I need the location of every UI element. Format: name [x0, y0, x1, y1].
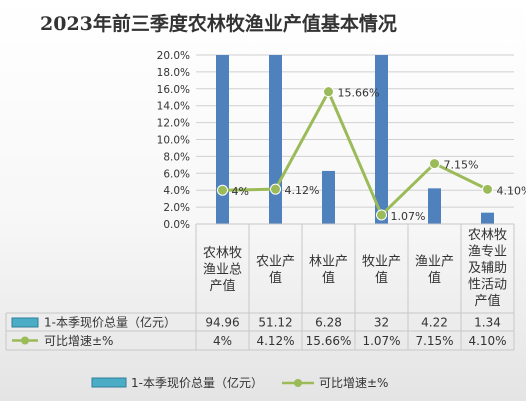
table-cell: 1.07% — [362, 334, 400, 348]
y-tick-label: 14.0% — [157, 101, 190, 113]
growth-line — [222, 90, 489, 217]
table-cell: 15.66% — [306, 334, 352, 348]
y-tick-label: 8.0% — [163, 151, 190, 163]
x-tick-label: 值 — [428, 270, 441, 286]
x-tick-label: 农业产 — [256, 254, 295, 269]
table-cell: 1.34 — [474, 316, 501, 330]
y-tick-label: 20.0% — [157, 50, 190, 62]
x-tick-label: 产值 — [209, 278, 235, 294]
line-point — [270, 183, 281, 195]
table-cell: 4% — [213, 334, 232, 348]
line-point — [429, 158, 440, 170]
y-tick-label: 2.0% — [163, 202, 190, 214]
data-label: 1.07% — [391, 210, 426, 223]
bar — [216, 55, 229, 224]
x-tick-label: 林业产 — [309, 254, 348, 269]
table-cell: 94.96 — [205, 316, 239, 330]
bar — [375, 55, 388, 224]
bar — [269, 55, 282, 224]
table-row-label: 1-本季现价总量（亿元） — [44, 315, 176, 330]
chart-title: 2023年前三季度农林牧渔业产值基本情况 — [40, 12, 397, 35]
bar — [428, 188, 441, 224]
line-point — [217, 184, 228, 196]
x-tick-label: 值 — [322, 270, 335, 286]
data-label: 4.10% — [497, 184, 526, 197]
y-tick-label: 16.0% — [157, 84, 190, 96]
y-tick-label: 10.0% — [157, 135, 190, 147]
table-cell: 4.10% — [468, 334, 506, 348]
bar — [322, 170, 335, 224]
legend-bar-key — [91, 377, 127, 388]
data-label: 4% — [232, 185, 249, 198]
data-label: 7.15% — [444, 159, 479, 172]
table-cell: 7.15% — [415, 334, 453, 348]
y-tick-label: 6.0% — [163, 168, 190, 180]
table-legend-bar-key — [11, 317, 39, 328]
x-tick-label: 值 — [269, 270, 282, 286]
y-tick-label: 4.0% — [163, 185, 190, 197]
data-label: 15.66% — [338, 87, 380, 100]
x-tick-label: 性活动 — [468, 278, 507, 293]
table-cell: 4.22 — [421, 316, 448, 330]
x-tick-label: 农林牧 — [203, 246, 242, 261]
bar — [481, 212, 494, 224]
table-legend-line-marker — [21, 336, 29, 345]
x-tick-label: 渔业产 — [415, 254, 454, 269]
legend-line-marker — [294, 379, 302, 387]
line-point — [323, 86, 334, 98]
y-tick-label: 12.0% — [157, 118, 190, 130]
legend-entry: 可比增速±% — [319, 376, 388, 390]
y-tick-label: 18.0% — [157, 67, 190, 79]
data-label: 4.12% — [285, 184, 320, 197]
x-tick-label: 产值 — [474, 293, 500, 309]
y-tick-label: 0.0% — [163, 219, 190, 231]
table-cell: 6.28 — [315, 316, 342, 330]
x-tick-label: 值 — [375, 270, 388, 286]
x-tick-label: 牧业产 — [362, 254, 401, 269]
line-point — [376, 209, 387, 221]
table-cell: 4.12% — [256, 334, 294, 348]
table-row-label: 可比增速±% — [44, 334, 113, 348]
table-cell: 32 — [374, 316, 389, 330]
line-point — [482, 183, 493, 195]
x-tick-label: 渔专业 — [468, 245, 507, 260]
x-tick-label: 及辅助 — [468, 261, 507, 276]
x-tick-label: 渔业总 — [203, 263, 242, 278]
x-tick-label: 农林牧 — [468, 228, 507, 243]
table-cell: 51.12 — [258, 316, 292, 330]
legend-entry: 1-本季现价总量（亿元） — [131, 375, 263, 390]
